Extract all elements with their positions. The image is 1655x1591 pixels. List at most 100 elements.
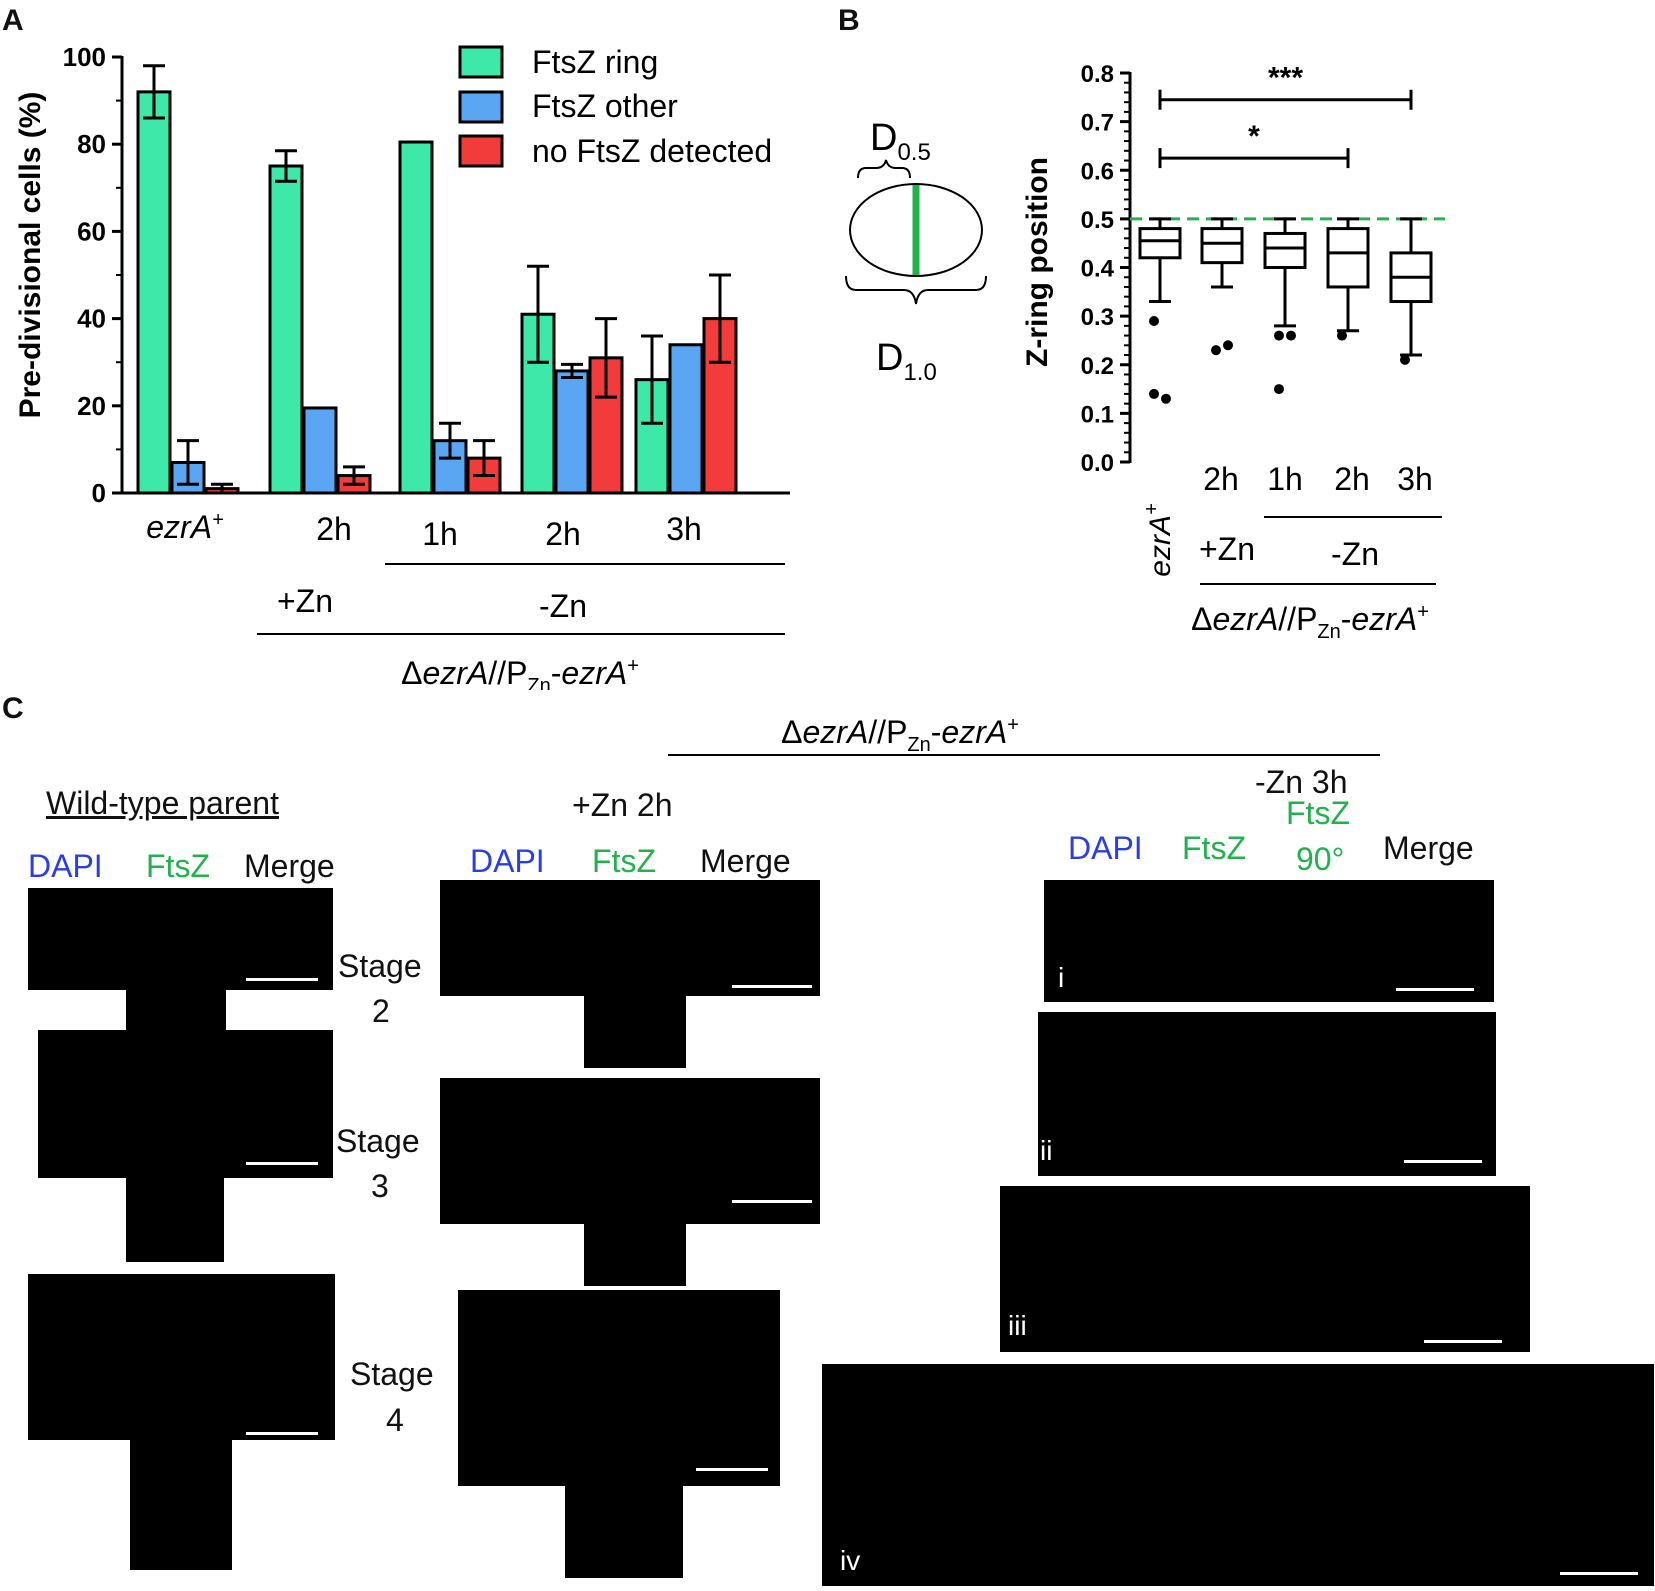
zn2h-stage3-ring-view: [584, 1216, 686, 1286]
zn3h-merge-header: Merge: [1383, 830, 1474, 866]
x-label-ezra-text: ezrA: [146, 509, 212, 545]
scale-bar: [246, 1162, 318, 1165]
zn2h-stage2-micrograph: [440, 880, 820, 996]
legend-none: no FtsZ detected: [532, 133, 772, 169]
wt-dapi-header: DAPI: [28, 848, 103, 884]
d05-label: D0.5: [870, 117, 931, 166]
z-ring-diagram: D0.5 D1.0: [845, 117, 987, 386]
wt-stage4-ring-view: [130, 1430, 232, 1570]
zn2h-ftsz-header: FtsZ: [592, 843, 656, 879]
y-tick-label: 0.0: [1081, 450, 1114, 477]
d05-brace: [857, 159, 911, 179]
outlier: [1149, 388, 1159, 399]
d10-label: D1.0: [876, 337, 937, 386]
y-axis-label-b: Z-ring position: [1021, 157, 1054, 367]
y-tick-label: 0.3: [1081, 304, 1114, 331]
legend-ring: FtsZ ring: [532, 44, 658, 80]
outlier: [1274, 384, 1284, 395]
zn2h-stage2-ring-view: [584, 990, 686, 1068]
zn3h-ftsz-header: FtsZ: [1182, 830, 1246, 866]
sig-label: *: [1248, 120, 1260, 153]
sig-label: ***: [1268, 62, 1303, 95]
zn2h-title: +Zn 2h: [572, 787, 673, 823]
zn2h-stage4-micrograph: [458, 1290, 780, 1486]
box: [1138, 227, 1182, 260]
x-label-ezra: ezrA+: [146, 509, 223, 545]
c-strain-header: ΔezrA//PZn-ezrA+: [668, 714, 1380, 756]
zn2h-dapi-header: DAPI: [470, 843, 545, 879]
scale-bar: [1424, 1340, 1502, 1343]
bar: [136, 90, 172, 495]
zn3h-ftsz90-header-b: 90°: [1296, 841, 1345, 877]
bar: [302, 406, 338, 495]
label-ii: ii: [1040, 1135, 1053, 1166]
panel-label-b: B: [838, 4, 860, 37]
y-tick-label: 0.6: [1081, 158, 1114, 185]
x-label-b-ezra: ezrA+: [1141, 503, 1177, 576]
x-label-3h: 3h: [666, 511, 702, 547]
wt-merge-header: Merge: [244, 848, 335, 884]
scale-bar: [732, 985, 812, 988]
b-plus-zn-label: +Zn: [1199, 531, 1255, 567]
y-axis-label: Pre-divisional cells (%): [14, 92, 47, 419]
outlier: [1400, 354, 1410, 365]
outlier: [1161, 393, 1171, 404]
zn2h-stage4-ring-view: [565, 1482, 683, 1578]
zn3h-iv-micrograph: [822, 1364, 1654, 1586]
wt-ftsz-header: FtsZ: [146, 848, 210, 884]
stage-2-word: Stage: [338, 948, 422, 984]
zn3h-ftsz90-header-a: FtsZ: [1286, 795, 1350, 831]
outlier: [1223, 340, 1233, 351]
zn2h-merge-header: Merge: [700, 843, 791, 879]
scale-bar: [1396, 988, 1474, 991]
plus-zn-label: +Zn: [277, 583, 333, 619]
label-iv: iv: [840, 1545, 861, 1576]
y-tick-label: 0.5: [1081, 207, 1114, 234]
x-label-2h-minus: 2h: [545, 516, 581, 552]
x-label-b-2h-plus: 2h: [1203, 461, 1239, 497]
x-label-b-2h-minus: 2h: [1334, 461, 1370, 497]
outlier: [1286, 330, 1296, 341]
bar: [398, 140, 434, 495]
zn3h-dapi-header: DAPI: [1068, 830, 1143, 866]
zn3h-ii-micrograph: [1038, 1012, 1496, 1176]
stage-2-num: 2: [372, 993, 390, 1029]
y-tick-label: 0.2: [1081, 353, 1114, 380]
stage-3-num: 3: [371, 1168, 389, 1204]
panel-label-c: C: [2, 692, 24, 725]
zn2h-stage3-micrograph: [440, 1078, 820, 1224]
scale-bar: [696, 1468, 768, 1471]
x-label-1h: 1h: [422, 516, 458, 552]
scale-bar: [1404, 1160, 1482, 1163]
zn3h-title: -Zn 3h: [1255, 764, 1348, 800]
label-i: i: [1058, 962, 1065, 993]
y-tick-label: 0.7: [1081, 110, 1114, 137]
bar: [668, 343, 704, 495]
box-plot-b: 0.0 0.1 0.2 0.3 0.4 0.5 0.6 0.7 0.8 **** Z-ring p…: [1021, 61, 1445, 643]
wt-stage2-micrograph: [28, 888, 333, 990]
y-tick-label: 0.8: [1081, 61, 1114, 88]
d10-brace: [845, 275, 987, 305]
stage-4-num: 4: [386, 1402, 404, 1438]
x-label-2h-plus: 2h: [316, 511, 352, 547]
b-minus-zn-label: -Zn: [1331, 536, 1379, 572]
legend-other: FtsZ other: [532, 88, 678, 124]
outlier: [1337, 330, 1347, 341]
y-tick-label: 80: [77, 129, 106, 159]
bar: [554, 369, 590, 495]
stage-3-word: Stage: [336, 1123, 420, 1159]
box: [1326, 227, 1370, 289]
scale-bar: [732, 1200, 812, 1203]
scale-bar: [246, 1432, 318, 1435]
strain-label-c: ΔezrA//PZn-ezrA+: [781, 714, 1019, 756]
panel-label-a: A: [2, 4, 24, 37]
y-tick-label: 0: [92, 478, 106, 508]
wt-stage4-micrograph: [28, 1274, 335, 1440]
outlier: [1211, 345, 1221, 356]
strain-label-b: ΔezrA//PZn-ezrA+: [1191, 601, 1429, 643]
legend-swatch-ring: [458, 45, 504, 79]
wt-stage3-ring-view: [126, 1170, 224, 1262]
legend-swatch-other: [458, 90, 504, 124]
wt-stage3-micrograph: [38, 1030, 333, 1178]
zn3h-i-micrograph: [1044, 880, 1494, 1002]
